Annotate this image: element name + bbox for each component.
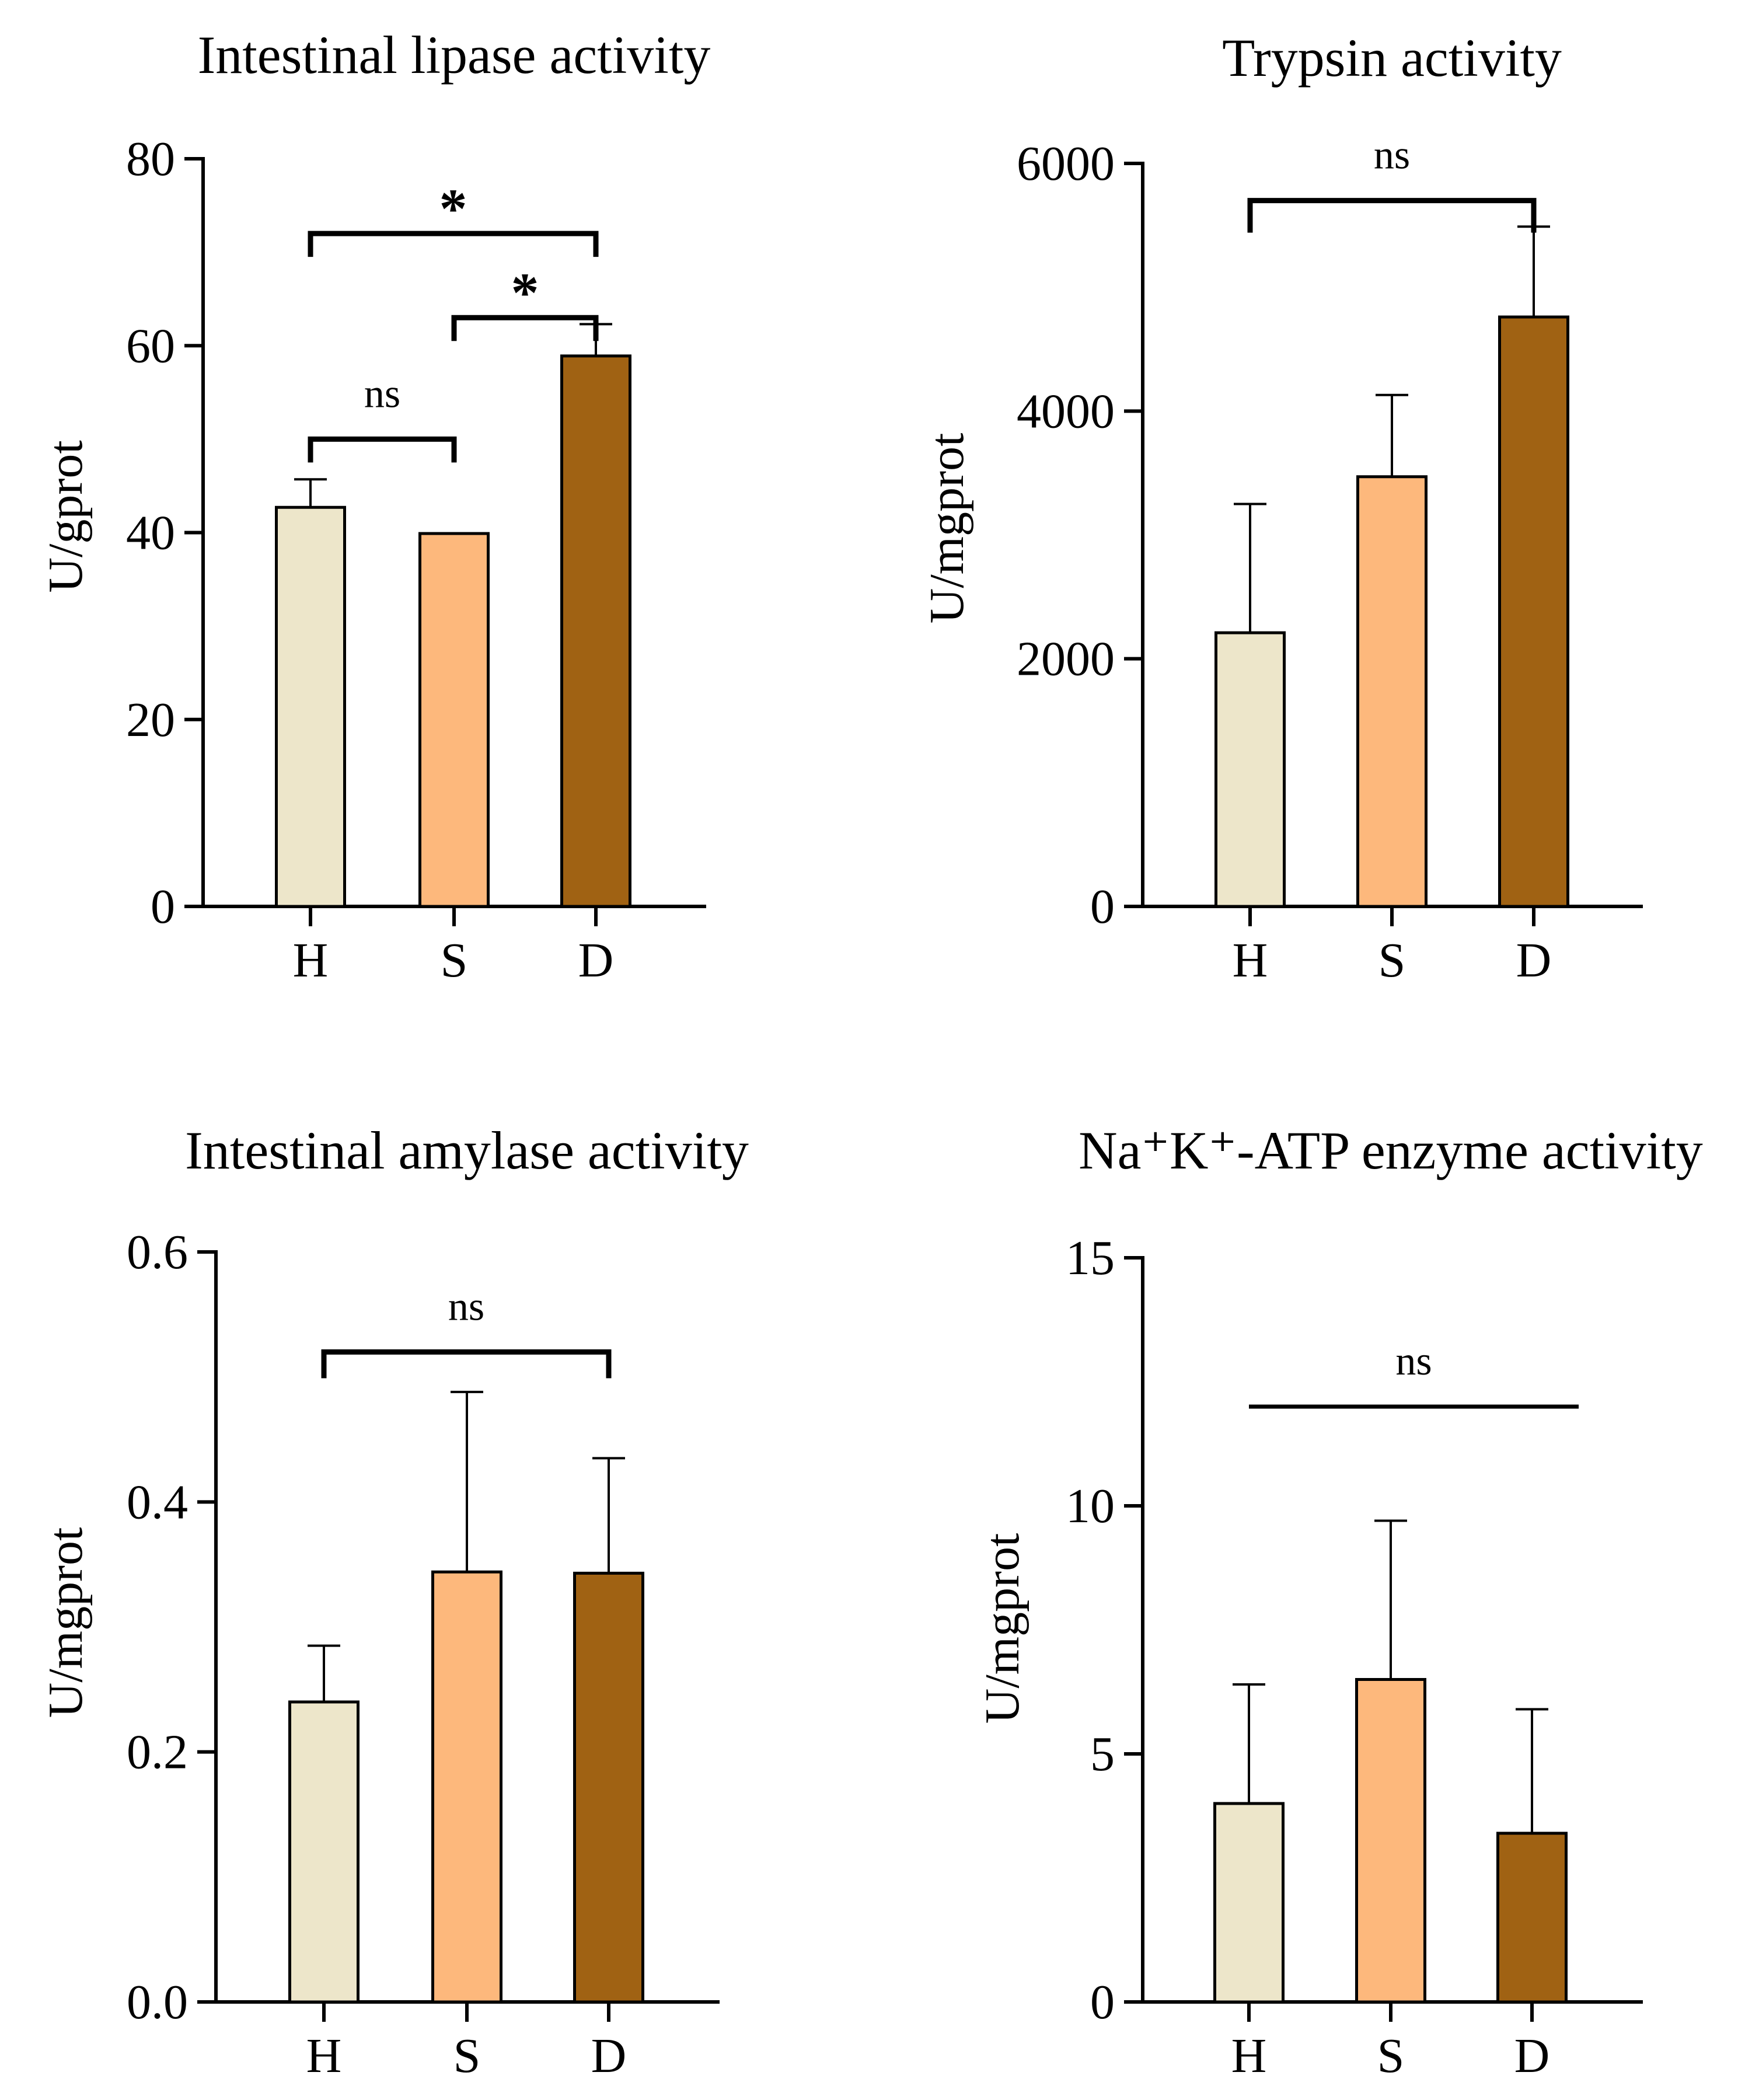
y-tick-label: 60 — [126, 319, 175, 373]
y-tick-label: 80 — [126, 132, 175, 186]
y-tick-label: 4000 — [1017, 384, 1115, 438]
x-tick-label-s: S — [1378, 933, 1406, 988]
y-tick-label: 0.0 — [127, 1975, 188, 2029]
chart-panel-amylase: Intestinal amylase activity U/mgprot 0.0 0.… — [39, 1121, 749, 2083]
y-axis-label: U/mgprot — [39, 1527, 93, 1718]
significance-bracket — [321, 1349, 612, 1379]
chart-title: Intestinal lipase activity — [198, 25, 711, 85]
chart-panel-trypsin: Trypsin activity U/mgprot 0 2000 4000 6000 H S D… — [920, 28, 1643, 988]
y-axis-label: U/mgprot — [920, 433, 974, 624]
y-axis-label: U/mgprot — [975, 1533, 1029, 1724]
x-tick-label-h: H — [1231, 2029, 1267, 2083]
chart-panel-lipase: Intestinal lipase activity U/gprot 0 20 40 60… — [39, 25, 710, 988]
significance-label: ns — [364, 371, 400, 416]
y-tick-label: 40 — [126, 506, 175, 560]
bar-d — [573, 1571, 644, 2004]
y-tick-label: 0.6 — [127, 1225, 188, 1279]
y-tick-label: 15 — [1066, 1231, 1115, 1285]
bar-h — [288, 1700, 360, 2004]
chart-title: Intestinal amylase activity — [185, 1121, 749, 1180]
y-tick-label: 2000 — [1017, 632, 1115, 686]
x-tick-label-d: D — [1516, 933, 1552, 988]
y-tick-label: 20 — [126, 693, 175, 747]
significance-bracket — [451, 315, 599, 341]
x-tick-label-d: D — [578, 933, 614, 988]
x-tick-label-d: D — [591, 2029, 627, 2083]
x-tick-label-h: H — [293, 933, 329, 988]
bar-s — [1356, 475, 1428, 908]
y-tick-label: 0 — [1090, 1975, 1115, 2029]
bar-h — [1213, 1802, 1285, 2004]
significance-label: * — [439, 177, 467, 240]
significance-label: ns — [1374, 133, 1410, 178]
chart-panel-na-k-atpase: Na⁺K⁺-ATP enzyme activity U/mgprot 0 5 10 15 H… — [975, 1121, 1703, 2083]
x-tick-label-h: H — [306, 2029, 342, 2083]
x-tick-label-d: D — [1514, 2029, 1550, 2083]
y-tick-label: 0.2 — [127, 1725, 188, 1780]
chart-title: Na⁺K⁺-ATP enzyme activity — [1079, 1121, 1703, 1180]
x-tick-label-h: H — [1233, 933, 1268, 988]
significance-bracket — [308, 436, 457, 463]
bar-d — [560, 354, 631, 908]
significance-label: ns — [1395, 1339, 1432, 1384]
significance-bracket — [308, 231, 599, 257]
significance-label: ns — [448, 1284, 484, 1329]
y-tick-label: 0 — [1090, 880, 1115, 934]
y-tick-label: 5 — [1090, 1727, 1115, 1781]
y-tick-label: 0 — [151, 880, 175, 934]
y-tick-label: 10 — [1066, 1479, 1115, 1533]
bar-s — [431, 1570, 502, 2004]
x-tick-label-s: S — [1377, 2029, 1405, 2083]
y-axis-label: U/gprot — [39, 440, 93, 592]
bar-d — [1496, 1832, 1568, 2004]
y-tick-label: 6000 — [1017, 137, 1115, 191]
bar-s — [1355, 1678, 1426, 2004]
bar-h — [1214, 631, 1286, 908]
x-tick-label-s: S — [453, 2029, 481, 2083]
x-tick-label-s: S — [441, 933, 468, 988]
bar-s — [418, 532, 490, 908]
bar-h — [275, 505, 346, 908]
y-tick-label: 0.4 — [127, 1475, 188, 1529]
chart-title: Trypsin activity — [1222, 28, 1562, 88]
significance-bracket — [1247, 198, 1537, 233]
bar-d — [1498, 315, 1569, 908]
significance-label: * — [511, 261, 539, 324]
